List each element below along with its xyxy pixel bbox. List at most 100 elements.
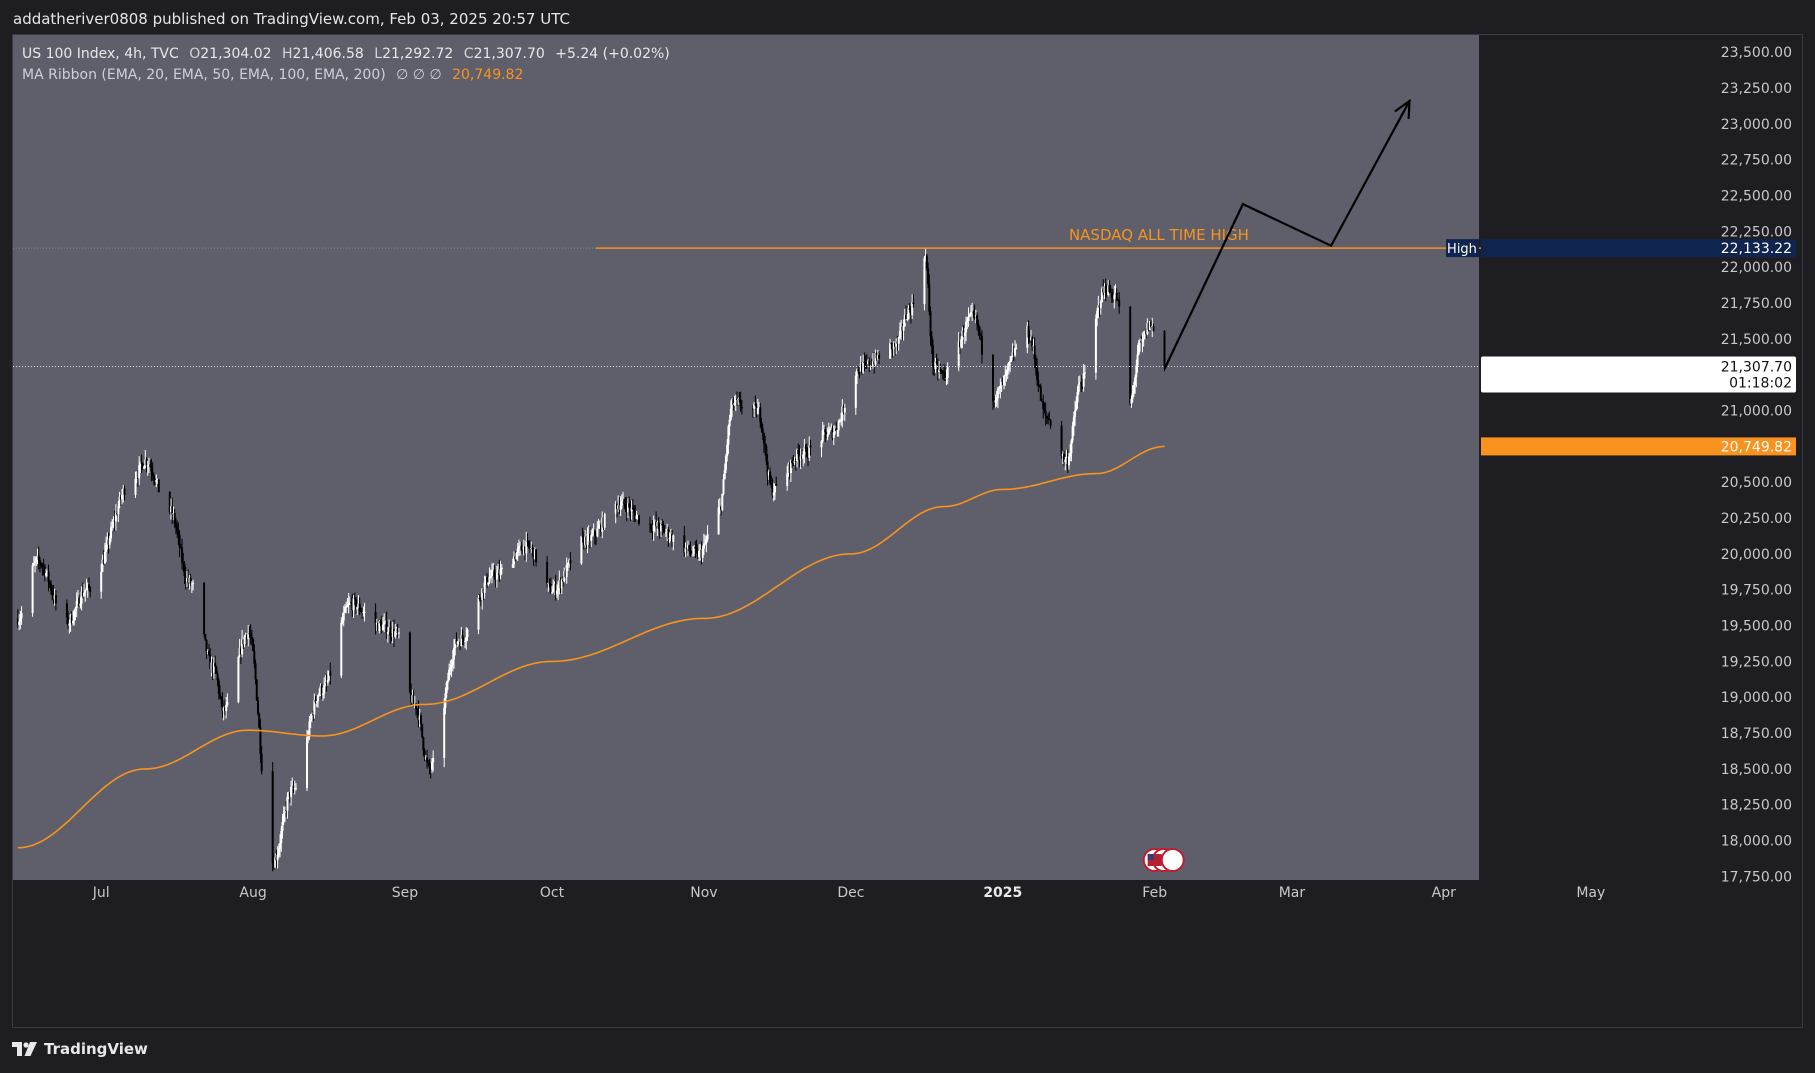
ma-empty-values: ∅ ∅ ∅ bbox=[396, 67, 442, 83]
x-tick-label: Aug bbox=[239, 885, 266, 901]
candle-body bbox=[1080, 381, 1083, 385]
candle-body bbox=[221, 700, 224, 712]
candle-body bbox=[73, 610, 76, 621]
candle-body bbox=[797, 449, 800, 455]
y-tick-label: 23,250.00 bbox=[1721, 81, 1792, 97]
x-tick-label: Mar bbox=[1279, 885, 1306, 901]
candle-body bbox=[1007, 362, 1010, 367]
candle-body bbox=[1118, 299, 1121, 307]
candle-body bbox=[705, 539, 708, 544]
candle-body bbox=[622, 499, 625, 502]
candle-body bbox=[766, 461, 769, 476]
candle-body bbox=[31, 565, 34, 614]
candle-body bbox=[238, 648, 241, 658]
candle-body bbox=[666, 529, 669, 533]
candle-body bbox=[683, 535, 686, 553]
chart-frame[interactable]: 17,750.00 18,000.00 18,250.00 18,500.00 18,7… bbox=[12, 34, 1803, 1028]
candle-body bbox=[871, 361, 874, 367]
candle-body bbox=[546, 562, 549, 584]
candle-body bbox=[499, 569, 502, 576]
candle-body bbox=[516, 548, 519, 554]
candle-body bbox=[804, 447, 807, 449]
projection-arrow-path bbox=[1163, 100, 1411, 370]
candle-body bbox=[114, 512, 117, 522]
candle-body bbox=[979, 334, 982, 336]
projection-arrow-head bbox=[1394, 98, 1411, 119]
candle-body bbox=[1103, 286, 1106, 293]
candle-body bbox=[895, 341, 898, 347]
candle-body bbox=[595, 535, 598, 537]
candle-body bbox=[931, 345, 934, 367]
candle-body bbox=[70, 615, 73, 624]
candle-body bbox=[548, 582, 551, 584]
candle-body bbox=[892, 343, 895, 350]
candle-body bbox=[825, 432, 828, 438]
candle-body bbox=[38, 560, 41, 564]
price-chart[interactable]: 17,750.00 18,000.00 18,250.00 18,500.00 18,7… bbox=[13, 35, 1802, 1027]
candle-body bbox=[1061, 453, 1064, 457]
candle-body bbox=[1041, 400, 1043, 402]
candle-body bbox=[190, 583, 193, 585]
candle-body bbox=[974, 315, 977, 317]
candle-body bbox=[756, 408, 759, 415]
candle-body bbox=[1009, 360, 1012, 363]
plot-area bbox=[13, 35, 1479, 880]
candle-body bbox=[250, 636, 253, 640]
ma-ribbon-label[interactable]: MA Ribbon (EMA, 20, EMA, 50, EMA, 100, E… bbox=[22, 67, 386, 83]
candle-body bbox=[968, 314, 971, 317]
ema-200-line bbox=[17, 445, 1165, 849]
candle-body bbox=[288, 792, 291, 798]
footer-brand[interactable]: TradingView bbox=[12, 1040, 148, 1058]
candle-body bbox=[1113, 295, 1116, 300]
candle-body bbox=[392, 628, 395, 638]
candle-body bbox=[1071, 426, 1074, 441]
candle-body bbox=[486, 576, 489, 585]
x-tick-label: 2025 bbox=[983, 885, 1022, 901]
candle-body bbox=[562, 579, 565, 582]
candle-body bbox=[241, 639, 244, 655]
candle-body bbox=[375, 622, 378, 625]
candle-body bbox=[272, 863, 275, 868]
candle-body bbox=[42, 566, 45, 568]
candle-body bbox=[878, 354, 881, 359]
candle-body bbox=[355, 599, 357, 610]
y-tick-label: 22,500.00 bbox=[1721, 189, 1792, 205]
candle-body bbox=[484, 576, 487, 583]
candle-body bbox=[462, 638, 465, 642]
candle-body bbox=[363, 611, 366, 613]
candle-body bbox=[498, 569, 501, 576]
candle-body bbox=[1137, 342, 1140, 355]
candle-body bbox=[323, 685, 326, 694]
candle-body bbox=[635, 515, 638, 519]
candle-body bbox=[517, 546, 520, 549]
candle-body bbox=[461, 635, 464, 639]
candle-body bbox=[992, 354, 994, 402]
candle-body bbox=[1075, 402, 1078, 411]
candle-body bbox=[960, 339, 963, 348]
candle-body bbox=[41, 565, 44, 567]
candle-body bbox=[1132, 385, 1135, 394]
candle-body bbox=[1060, 425, 1063, 457]
candle-body bbox=[444, 693, 447, 708]
y-tick-label: 23,500.00 bbox=[1721, 45, 1792, 61]
candle-body bbox=[294, 788, 297, 790]
candle-body bbox=[1141, 338, 1144, 343]
candle-body bbox=[555, 590, 558, 595]
candle-body bbox=[292, 785, 295, 790]
candle-body bbox=[1012, 352, 1015, 356]
y-tick-label: 23,000.00 bbox=[1721, 117, 1792, 133]
candle-body bbox=[342, 612, 345, 621]
candle-body bbox=[1031, 337, 1034, 347]
symbol-label[interactable]: US 100 Index, 4h, TVC bbox=[22, 46, 179, 62]
candle-body bbox=[157, 479, 160, 493]
candle-body bbox=[112, 520, 115, 527]
candle-body bbox=[276, 854, 279, 861]
candle-body bbox=[422, 737, 425, 751]
candle-body bbox=[1136, 354, 1139, 366]
tradingview-logo-icon bbox=[12, 1042, 37, 1056]
candle-body bbox=[794, 460, 797, 462]
candle-body bbox=[590, 534, 593, 541]
candle-body bbox=[453, 647, 455, 660]
candle-body bbox=[863, 362, 866, 364]
candle-body bbox=[259, 727, 262, 754]
